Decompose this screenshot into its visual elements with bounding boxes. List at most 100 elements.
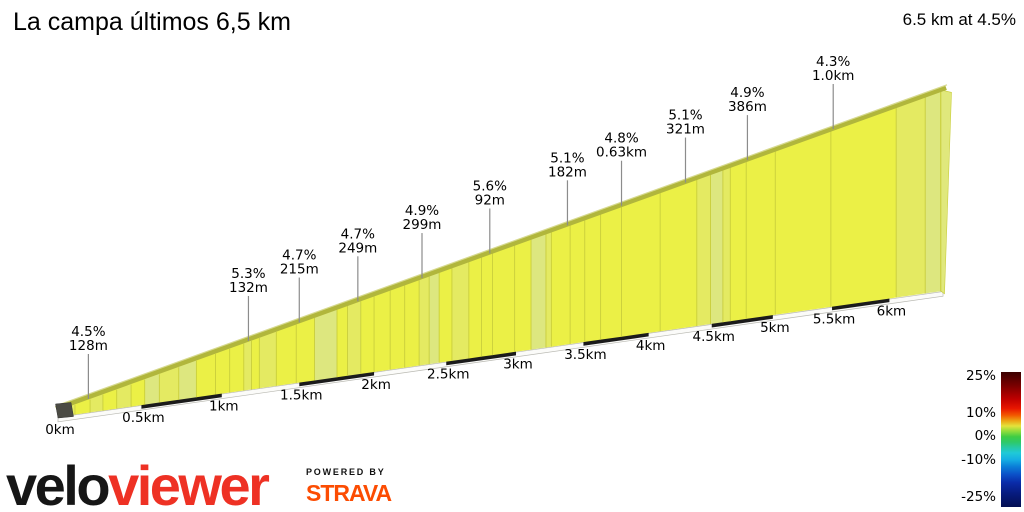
- profile-segment: [404, 279, 420, 368]
- annotation-length-label: 182m: [548, 164, 587, 180]
- profile-segment: [116, 383, 132, 409]
- profile-segment: [337, 305, 348, 378]
- km-tick-label: 1km: [209, 399, 239, 415]
- annotation-gradient-label: 4.9%: [730, 85, 764, 101]
- annotation-length-label: 128m: [69, 338, 108, 354]
- annotation-length-label: 215m: [280, 262, 319, 278]
- profile-segment: [896, 95, 926, 298]
- km-tick-label: 0km: [45, 422, 75, 438]
- annotation-length-label: 92m: [475, 192, 505, 208]
- km-tick-label: 2.5km: [427, 367, 469, 383]
- profile-segment: [229, 342, 244, 393]
- km-tick-label: 2km: [361, 377, 391, 393]
- baseline-dash: [141, 392, 222, 409]
- profile-segment: [830, 106, 897, 307]
- annotation-length-label: 321m: [666, 122, 705, 138]
- profile-segment: [660, 178, 697, 332]
- annotation-length-label: 299m: [403, 217, 442, 233]
- profile-segment: [296, 317, 315, 384]
- annotation-gradient-label: 5.3%: [231, 266, 265, 282]
- profile-top-band-highlight: [55, 84, 948, 407]
- profile-segment: [144, 373, 160, 405]
- climb-summary: 6.5 km at 4.5%: [902, 10, 1016, 29]
- profile-segment: [925, 90, 941, 294]
- profile-segment: [215, 347, 230, 395]
- profile-segment: [90, 393, 103, 413]
- strava-attribution: POWERED BY STRAVA: [306, 467, 392, 507]
- page-title: La campa últimos 6,5 km: [13, 8, 291, 36]
- annotation-gradient-label: 4.8%: [604, 131, 638, 147]
- profile-segment: [551, 224, 571, 347]
- baseline-dash: [583, 331, 649, 346]
- profile-segment: [730, 160, 747, 322]
- km-tick-label: 3.5km: [564, 347, 606, 363]
- legend-tick-label: -25%: [961, 488, 996, 505]
- legend-tick-label: 10%: [965, 404, 996, 421]
- legend-tick-label: 0%: [974, 428, 996, 445]
- profile-side-face: [940, 89, 952, 295]
- profile-segment: [74, 398, 91, 415]
- km-tick-label: 6km: [877, 304, 907, 320]
- strava-logo: STRAVA: [306, 480, 392, 506]
- profile-segment: [570, 219, 585, 345]
- profile-segment: [178, 359, 197, 400]
- veloviewer-logo-viewer: viewer: [108, 454, 270, 512]
- km-tick-label: 4.5km: [693, 329, 735, 345]
- km-tick-label: 5km: [760, 320, 790, 336]
- profile-segment: [775, 129, 831, 315]
- profile-segment: [259, 330, 277, 389]
- profile-segment: [196, 352, 216, 398]
- profile-segment: [243, 339, 252, 391]
- profile-segment: [451, 261, 469, 361]
- profile-segment: [531, 233, 546, 350]
- profile-segment: [514, 238, 532, 352]
- profile-segment: [276, 323, 297, 386]
- gradient-legend-bar: [1001, 372, 1021, 507]
- annotation-gradient-label: 4.7%: [341, 226, 375, 242]
- profile-segment: [545, 231, 552, 348]
- profile-segment: [584, 213, 601, 342]
- profile-segment: [746, 149, 776, 319]
- km-tick-label: 4km: [636, 338, 666, 354]
- annotation-gradient-label: 5.1%: [550, 150, 584, 166]
- legend-tick-label: -10%: [961, 452, 996, 469]
- powered-by-label: POWERED BY: [306, 467, 386, 477]
- profile-segment: [102, 388, 117, 411]
- annotation-gradient-label: 4.9%: [405, 203, 439, 219]
- profile-segment: [621, 191, 661, 337]
- profile-segment: [439, 267, 452, 363]
- profile-segment: [419, 275, 430, 366]
- profile-start-cap: [55, 402, 74, 419]
- profile-segment: [159, 366, 179, 403]
- profile-segment: [314, 308, 338, 381]
- profile-segment: [347, 300, 361, 376]
- annotation-gradient-label: 4.7%: [282, 248, 316, 264]
- annotation-length-label: 249m: [338, 240, 377, 256]
- km-tick-label: 1.5km: [280, 388, 322, 404]
- veloviewer-logo-velo: velo: [6, 454, 111, 512]
- km-tick-label: 0.5km: [122, 410, 164, 426]
- annotation-length-label: 1.0km: [812, 68, 854, 84]
- annotation-gradient-label: 5.6%: [473, 178, 507, 194]
- annotation-length-label: 386m: [728, 99, 767, 115]
- profile-segment: [360, 295, 375, 374]
- profile-segment: [722, 166, 731, 323]
- profile-segment: [131, 378, 145, 407]
- annotation-length-label: 0.63km: [596, 145, 647, 161]
- profile-segment: [429, 271, 440, 365]
- profile-segment: [710, 168, 723, 325]
- annotation-length-label: 132m: [229, 280, 268, 296]
- profile-segment: [251, 337, 260, 390]
- profile-segment: [481, 252, 493, 357]
- annotation-gradient-label: 5.1%: [668, 108, 702, 124]
- profile-segment: [600, 205, 622, 340]
- km-tick-label: 3km: [503, 357, 533, 373]
- km-tick-label: 5.5km: [813, 312, 855, 328]
- profile-segment: [492, 244, 515, 356]
- annotation-gradient-label: 4.5%: [71, 324, 105, 340]
- profile-segment: [468, 256, 482, 359]
- profile-segment: [390, 284, 405, 370]
- legend-tick-label: 25%: [965, 368, 996, 385]
